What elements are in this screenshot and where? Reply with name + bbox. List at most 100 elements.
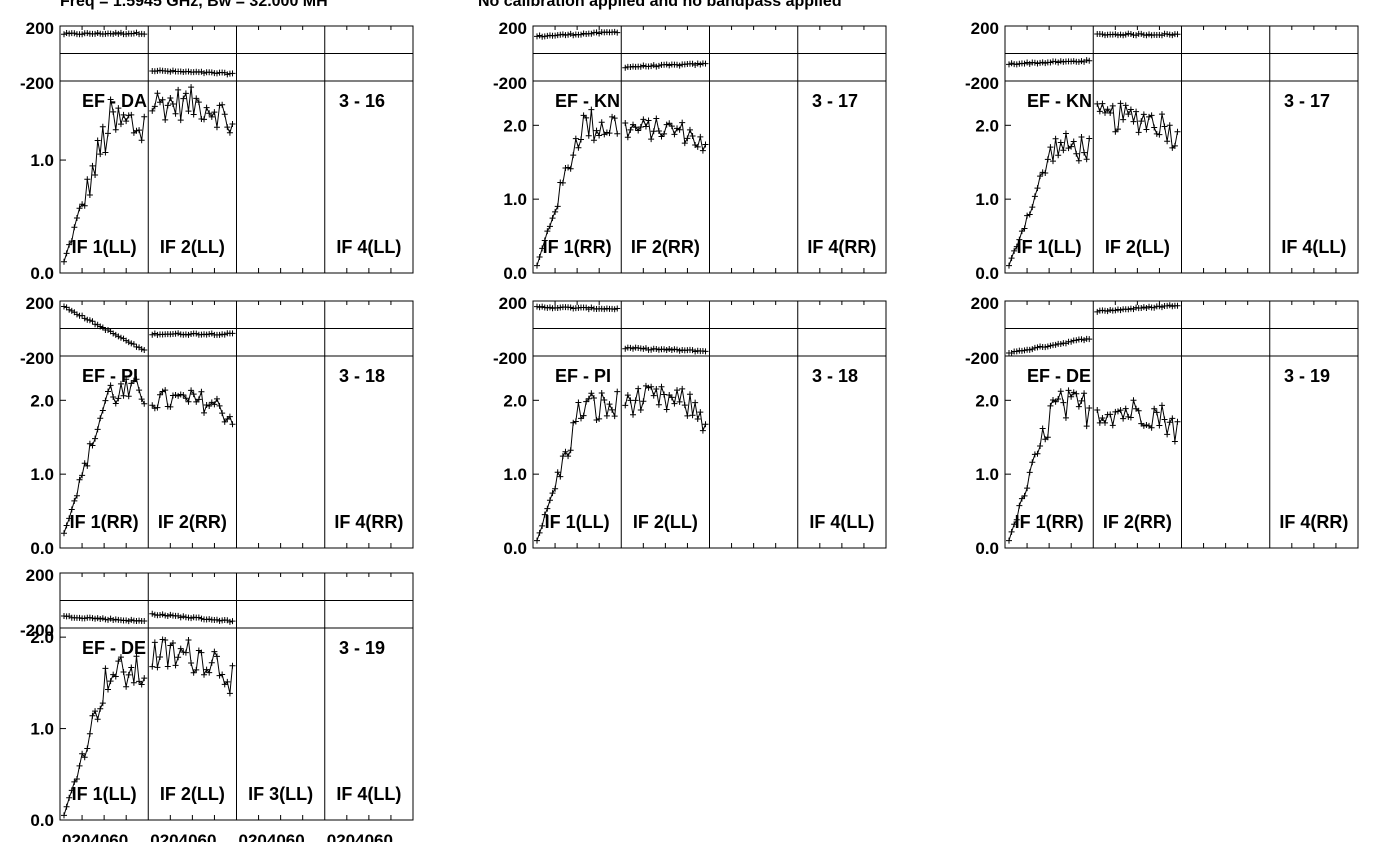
amplitude-point — [1031, 193, 1038, 200]
amplitude-point — [1094, 407, 1101, 414]
phase-point — [536, 304, 543, 311]
amplitude-point — [102, 665, 109, 672]
amplitude-point — [130, 377, 137, 384]
amplitude-point — [169, 101, 176, 108]
amplitude-point — [221, 111, 228, 118]
amplitude-point — [648, 383, 655, 390]
amplitude-point — [149, 107, 156, 114]
amplitude-point — [702, 141, 709, 148]
amplitude-point — [554, 203, 561, 210]
amplitude-point — [125, 671, 132, 678]
phase-point — [92, 615, 99, 622]
baseline-label: EF - PI — [555, 366, 611, 386]
phase-point — [614, 305, 621, 312]
phase-point — [203, 331, 210, 338]
phase-point — [128, 616, 135, 623]
if-label: IF 3(LL) — [248, 784, 313, 804]
phase-point — [188, 615, 195, 622]
amp-tick-label: 0.0 — [503, 264, 527, 283]
amplitude-point — [1096, 419, 1103, 426]
amp-tick-label: 0.0 — [975, 539, 999, 558]
amplitude-point — [559, 179, 566, 186]
phase-tick-label: 200 — [26, 294, 54, 313]
phase-point — [1169, 303, 1176, 310]
phase-tick-label: 200 — [499, 294, 527, 313]
amplitude-point — [1120, 415, 1127, 422]
amplitude-point — [562, 448, 569, 455]
amplitude-point — [61, 258, 67, 265]
amplitude-point — [645, 384, 652, 391]
phase-point — [123, 617, 130, 624]
amplitude-point — [120, 111, 127, 118]
amplitude-point — [89, 162, 96, 169]
amplitude-point — [89, 712, 96, 719]
amplitude-point — [1151, 124, 1158, 131]
phase-point — [583, 304, 590, 311]
amplitude-point — [193, 666, 200, 673]
amplitude-point — [86, 191, 93, 198]
if-label: IF 1(LL) — [545, 512, 610, 532]
phase-point — [668, 347, 675, 354]
phase-point — [676, 62, 683, 69]
if-label: IF 1(RR) — [543, 237, 612, 257]
amplitude-point — [699, 427, 706, 434]
amplitude-point — [84, 176, 91, 183]
amplitude-point — [1060, 399, 1067, 406]
amplitude-point — [66, 515, 73, 522]
amplitude-point — [73, 776, 80, 783]
amplitude-point — [635, 127, 642, 134]
amplitude-trace — [1096, 400, 1178, 442]
amplitude-point — [689, 132, 696, 139]
phase-point — [1024, 59, 1031, 66]
phase-point — [1037, 343, 1044, 350]
amplitude-point — [570, 152, 577, 159]
phase-point — [154, 67, 161, 74]
phase-point — [169, 67, 176, 74]
baseline-label: EF - DA — [82, 91, 147, 111]
amplitude-point — [689, 412, 696, 419]
amp-tick-label: 2.0 — [30, 628, 54, 647]
if-label: IF 2(RR) — [158, 512, 227, 532]
phase-point — [1057, 58, 1064, 65]
amplitude-point — [97, 705, 104, 712]
amplitude-point — [198, 649, 205, 656]
phase-point — [89, 318, 96, 325]
amplitude-point — [188, 660, 195, 667]
phase-point — [175, 330, 182, 337]
amplitude-point — [185, 636, 192, 643]
amplitude-point — [1062, 130, 1069, 137]
phase-point — [1146, 303, 1153, 310]
amplitude-point — [81, 460, 88, 467]
amplitude-point — [193, 95, 200, 102]
phase-point — [221, 331, 228, 338]
phase-point — [565, 31, 572, 38]
amplitude-point — [1039, 425, 1046, 432]
amplitude-point — [133, 653, 140, 660]
amplitude-point — [208, 113, 215, 120]
amplitude-point — [1174, 128, 1181, 135]
phase-point — [666, 62, 673, 69]
amplitude-point — [650, 392, 657, 399]
scan-label: 3 - 16 — [339, 91, 385, 111]
phase-point — [105, 326, 112, 333]
amplitude-point — [63, 250, 70, 257]
amplitude-point — [1161, 416, 1168, 423]
amplitude-point — [76, 762, 83, 769]
amplitude-point — [1114, 408, 1121, 415]
amplitude-point — [552, 485, 559, 492]
phase-point — [125, 618, 132, 625]
phase-tick-label: -200 — [20, 74, 54, 93]
amplitude-point — [1112, 128, 1119, 135]
phase-point — [229, 618, 236, 625]
amplitude-point — [1109, 102, 1116, 109]
phase-point — [539, 303, 546, 310]
amplitude-point — [1130, 118, 1137, 125]
amplitude-point — [1109, 422, 1116, 429]
phase-tick-label: -200 — [493, 74, 527, 93]
amplitude-point — [201, 671, 208, 678]
phase-point — [1112, 31, 1119, 38]
amplitude-point — [92, 435, 99, 442]
phase-point — [640, 62, 647, 69]
amplitude-point — [68, 506, 75, 513]
phase-point — [151, 330, 158, 337]
